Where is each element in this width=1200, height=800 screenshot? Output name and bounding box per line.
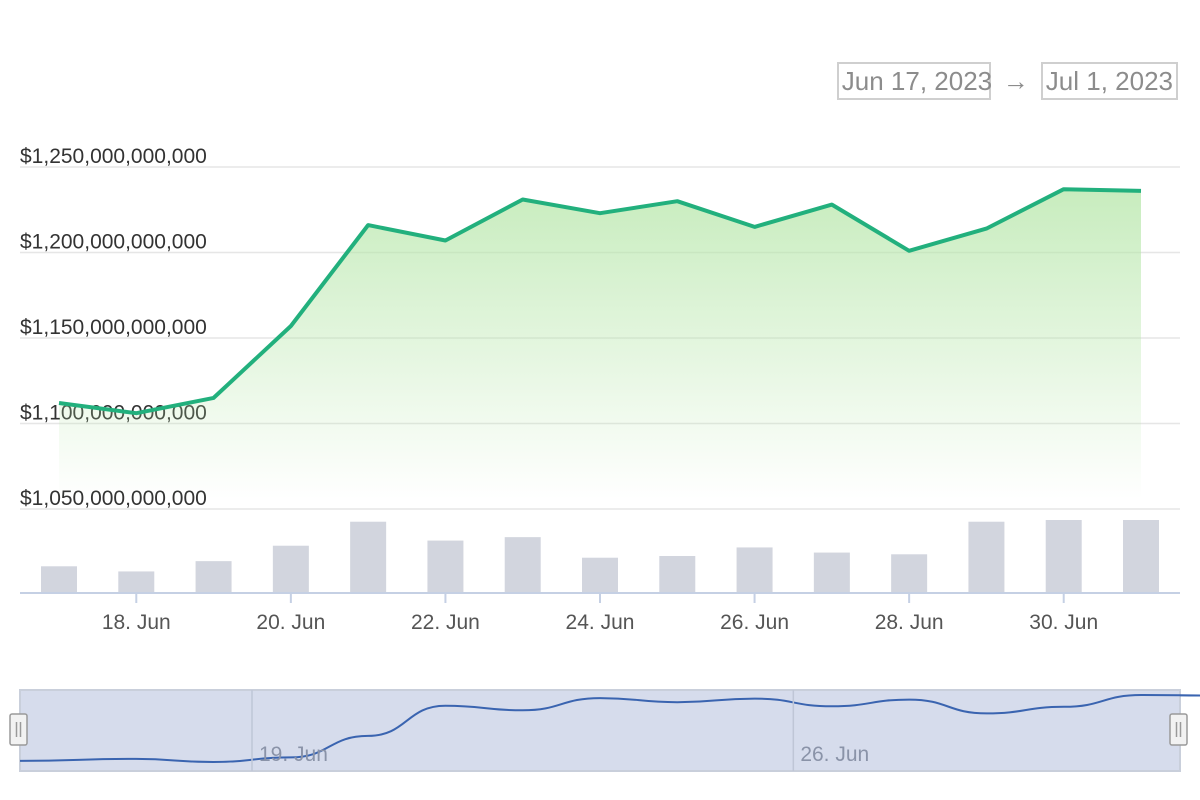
navigator-series-line [19, 693, 1200, 764]
volume-bar [1123, 520, 1159, 592]
x-tick-label: 18. Jun [102, 611, 171, 634]
volume-bar [968, 521, 1005, 592]
volume-bar [41, 566, 77, 592]
date-range-selector: Jun 17, 2023 → Jul 1, 2023 [836, 62, 1178, 100]
x-tick-label: 22. Jun [411, 611, 480, 634]
to-date-input[interactable]: Jul 1, 2023 [1040, 62, 1178, 100]
volume-bar [582, 557, 618, 592]
price-area [59, 189, 1141, 499]
from-date-input[interactable]: Jun 17, 2023 [836, 62, 992, 100]
x-tick-label: 26. Jun [720, 611, 789, 634]
price-line [58, 187, 1142, 416]
navigator-handle-left[interactable] [9, 713, 28, 746]
volume-bar [350, 521, 387, 592]
navigator-label: 19. Jun [259, 743, 328, 766]
price-area-fill [59, 189, 1141, 499]
x-tick-label: 30. Jun [1029, 611, 1098, 634]
volume-bar [1045, 520, 1082, 592]
navigator-handle-right[interactable] [1169, 713, 1188, 746]
volume-bar [659, 556, 696, 592]
price-line-layer [58, 187, 1142, 416]
volume-bars [41, 520, 1159, 592]
y-tick-label: $1,200,000,000,000 [20, 231, 207, 254]
volume-bar [736, 547, 773, 592]
x-tick-label: 28. Jun [875, 611, 944, 634]
volume-bar [118, 571, 155, 592]
y-tick-label: $1,250,000,000,000 [20, 145, 207, 168]
navigator-selection[interactable] [19, 689, 1181, 772]
navigator[interactable]: 19. Jun 26. Jun [9, 689, 1200, 772]
volume-bar [813, 552, 850, 592]
navigator-label: 26. Jun [800, 743, 869, 766]
x-tick-label: 20. Jun [256, 611, 325, 634]
volume-bar [195, 561, 232, 592]
volume-bar [891, 554, 928, 592]
volume-bar [427, 540, 464, 592]
x-tick-label: 24. Jun [566, 611, 635, 634]
volume-bar [504, 537, 541, 592]
x-axis: 18. Jun 20. Jun 22. Jun 24. Jun 26. Jun 28. J… [20, 592, 1180, 634]
range-arrow-icon: → [1002, 65, 1029, 96]
y-tick-label: $1,150,000,000,000 [20, 316, 207, 339]
volume-bar [272, 545, 309, 592]
